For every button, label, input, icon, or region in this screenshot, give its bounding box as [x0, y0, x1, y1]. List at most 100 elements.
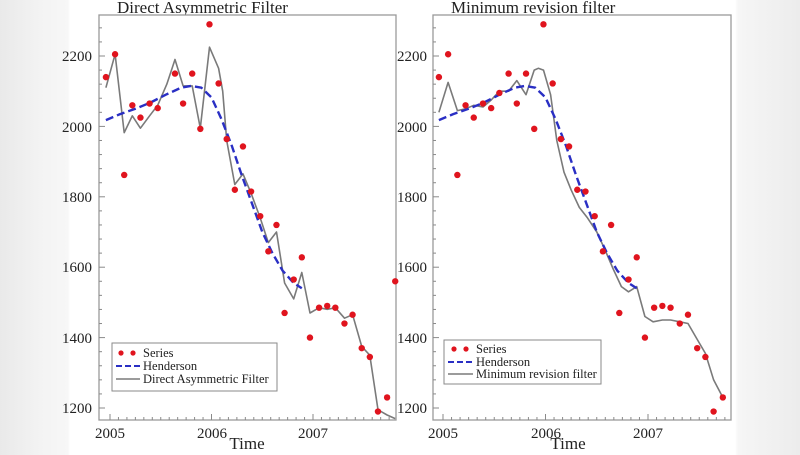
panel-minimum-revision-filter: Minimum revision filter 1200 1400 1600 1…	[397, 0, 732, 453]
series-point	[121, 171, 128, 179]
x-axis-title: Time	[550, 434, 585, 450]
series-point	[694, 344, 701, 352]
series-point	[102, 73, 110, 81]
y-tick-label: 1800	[62, 190, 92, 206]
series-point	[146, 100, 153, 107]
series-point	[659, 302, 666, 310]
series-point	[231, 186, 239, 193]
series-point	[392, 278, 399, 285]
series-point	[179, 100, 187, 107]
series-point	[247, 188, 255, 195]
series-point	[540, 21, 547, 28]
marker-dots-icon	[118, 350, 124, 356]
legend-label-series: Series	[143, 346, 174, 360]
series-point	[522, 70, 530, 77]
series-point	[154, 104, 161, 112]
y-tick-label: 1800	[397, 190, 427, 206]
series-point	[667, 304, 674, 311]
series-point	[676, 320, 683, 327]
series-point	[549, 80, 556, 87]
y-tick-label: 2000	[62, 120, 92, 136]
series-point	[239, 143, 247, 150]
series-point	[215, 80, 222, 87]
y-tick-label: 1200	[62, 401, 92, 417]
series-point	[290, 276, 297, 283]
series-point	[616, 309, 623, 317]
series-point	[374, 408, 382, 415]
series-point	[206, 21, 213, 28]
y-tick-label: 1400	[62, 331, 92, 347]
series-point	[505, 70, 512, 77]
y-tick-label: 2000	[397, 120, 427, 136]
x-tick-label: 2007	[633, 426, 664, 442]
legend-label-series: Series	[476, 342, 507, 356]
series-point	[197, 125, 204, 133]
legend-label-filter: Minimum revision filter	[476, 367, 598, 381]
series-point	[719, 394, 727, 401]
series-point	[531, 125, 538, 133]
filter-line	[438, 67, 724, 398]
plot-lines	[435, 21, 727, 415]
legend-label-henderson: Henderson	[143, 359, 198, 373]
series-point	[599, 248, 607, 255]
series-point	[641, 334, 649, 341]
panel-title: Direct Asymmetric Filter	[117, 0, 288, 17]
series-point	[633, 254, 640, 261]
marker-dots-icon	[130, 350, 136, 356]
tick-marks	[99, 27, 390, 420]
series-point	[650, 304, 658, 311]
series-point	[257, 212, 264, 220]
series-point	[574, 186, 581, 193]
series-point	[306, 334, 314, 341]
x-tick-label: 2005	[95, 426, 125, 442]
x-axis-title: Time	[229, 434, 264, 450]
series-point	[454, 171, 461, 179]
y-tick-label: 2200	[62, 49, 92, 65]
marker-dots-icon	[451, 346, 457, 352]
x-axis: 2005 2006 2007	[95, 426, 329, 442]
series-point	[315, 304, 323, 311]
y-tick-label: 1600	[397, 260, 427, 276]
series-point	[273, 221, 280, 229]
series-point	[591, 212, 598, 220]
series-point	[487, 104, 495, 112]
marker-dots-icon	[463, 346, 469, 352]
series-point	[513, 100, 520, 107]
series-point	[496, 89, 503, 97]
x-tick-label: 2005	[428, 426, 458, 442]
series-point	[479, 100, 487, 107]
y-tick-label: 2200	[397, 49, 427, 65]
series-point	[332, 304, 339, 311]
y-tick-label: 1600	[62, 260, 92, 276]
series-point	[366, 353, 374, 361]
series-point	[435, 73, 443, 81]
tick-marks	[433, 27, 726, 420]
series-point	[462, 102, 469, 109]
series-point	[607, 221, 615, 229]
panel-title: Minimum revision filter	[451, 0, 616, 17]
series-point	[298, 254, 306, 261]
series-point	[189, 70, 196, 77]
legend: Series Henderson Minimum revision filter	[443, 339, 602, 385]
series-point	[137, 114, 144, 121]
series-point	[684, 311, 692, 318]
series-point	[129, 102, 136, 109]
panel-direct-asymmetric-filter: Direct Asymmetric Filter 1200 1400 1600 …	[62, 0, 399, 453]
legend-box	[111, 342, 278, 392]
series-point	[582, 188, 589, 195]
series-point	[171, 70, 179, 77]
series-point	[470, 114, 477, 121]
series-point	[625, 276, 632, 283]
plot-lines	[102, 21, 399, 420]
legend-label-filter: Direct Asymmetric Filter	[143, 372, 270, 386]
series-point	[358, 344, 365, 352]
series-point	[111, 51, 119, 58]
series-point	[324, 302, 331, 310]
legend-label-henderson: Henderson	[476, 355, 531, 369]
series-point	[223, 135, 230, 143]
series-point	[383, 394, 391, 401]
y-axis: 1200 1400 1600 1800 2000 2200	[62, 49, 92, 417]
series-point	[349, 311, 356, 318]
x-tick-label: 2006	[197, 426, 228, 442]
